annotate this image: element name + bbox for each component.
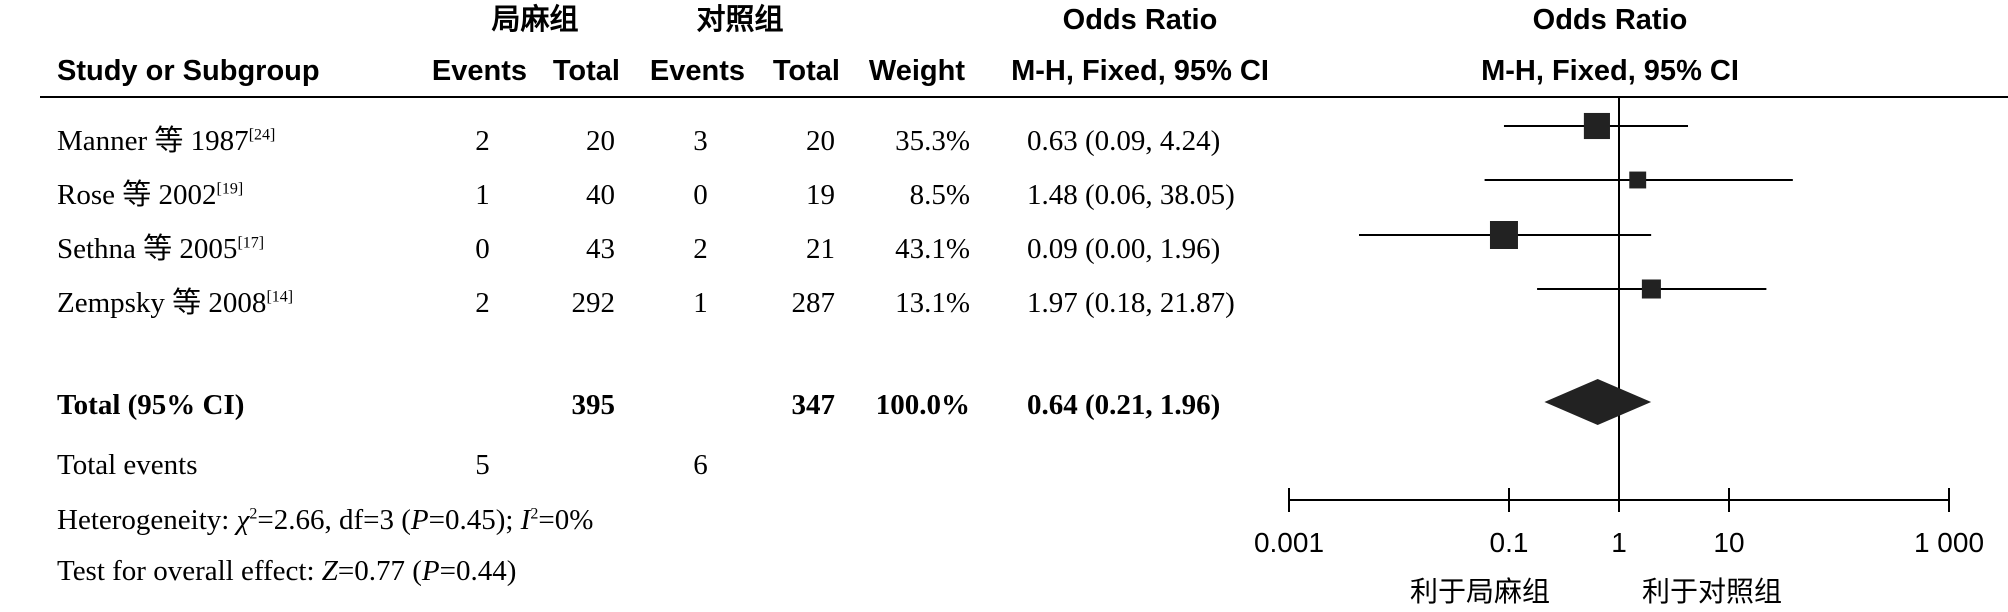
- tick-label: 1: [1611, 527, 1627, 558]
- study-name-text: Manner 等 1987: [57, 125, 249, 157]
- study-total-exp: 20: [586, 125, 615, 157]
- events-exp: 5: [475, 449, 490, 481]
- method-plot-header: M-H, Fixed, 95% CI: [1481, 55, 1739, 87]
- study-events-exp: 1: [475, 179, 490, 211]
- het-chi: χ: [236, 504, 250, 536]
- favours-left-label: 利于局麻组: [1409, 576, 1550, 607]
- study-events-ctrl: 3: [693, 125, 708, 157]
- total-ctrl: 347: [791, 389, 836, 421]
- odds-ratio-plot-header: Odds Ratio: [1532, 4, 1688, 36]
- study-ci: 1.48 (0.06, 38.05): [1027, 179, 1235, 211]
- study-total-ctrl: 19: [806, 179, 835, 211]
- tick-label: 1 000: [1914, 527, 1984, 558]
- group-exp-header: 局麻组: [491, 4, 579, 36]
- study-name: Manner 等 1987[24]: [57, 127, 275, 156]
- study-total-ctrl: 21: [806, 233, 835, 265]
- study-square: [1641, 279, 1661, 299]
- total-ctrl-header: Total: [772, 55, 840, 87]
- study-total-exp: 43: [586, 233, 615, 265]
- weight-header: Weight: [868, 55, 965, 87]
- study-events-exp: 2: [475, 287, 490, 319]
- study-ci: 0.09 (0.00, 1.96): [1027, 233, 1221, 265]
- het-prefix: Heterogeneity:: [57, 504, 237, 536]
- study-name: Sethna 等 2005[17]: [57, 235, 264, 264]
- study-events-ctrl: 0: [693, 179, 708, 211]
- study-ref: [17]: [237, 234, 265, 252]
- events-exp-header: Events: [431, 55, 527, 87]
- study-total-ctrl: 20: [806, 125, 835, 157]
- study-events-ctrl: 2: [693, 233, 708, 265]
- het-i-val: =0%: [538, 504, 594, 536]
- overall-z: Z: [321, 555, 338, 587]
- overall-effect-line: Test for overall effect: Z=0.77 (P=0.44): [57, 557, 516, 586]
- study-name-text: Rose 等 2002: [57, 179, 217, 211]
- total-ci: 0.64 (0.21, 1.96): [1027, 389, 1221, 421]
- events-ctrl: 6: [693, 449, 708, 481]
- study-ref: [14]: [266, 288, 294, 306]
- study-events-exp: 2: [475, 125, 490, 157]
- study-ref: [19]: [216, 180, 244, 198]
- study-weight: 13.1%: [895, 287, 970, 319]
- study-events-exp: 0: [475, 233, 490, 265]
- het-p-val: =0.45);: [428, 504, 521, 536]
- study-weight: 43.1%: [895, 233, 970, 265]
- study-ci: 1.97 (0.18, 21.87): [1027, 287, 1235, 319]
- group-ctrl-header: 对照组: [696, 4, 784, 36]
- overall-z-val: =0.77 (: [337, 555, 422, 587]
- pooled-diamond: [1544, 379, 1652, 425]
- heterogeneity-line: Heterogeneity: χ2=2.66, df=3 (P=0.45); I…: [57, 504, 594, 536]
- total-label: Total (95% CI): [57, 389, 245, 421]
- study-weight: 35.3%: [895, 125, 970, 157]
- overall-p: P: [421, 555, 440, 587]
- method-header: M-H, Fixed, 95% CI: [1011, 55, 1269, 87]
- total-weight: 100.0%: [875, 389, 970, 421]
- study-ref: [24]: [248, 126, 276, 144]
- study-total-exp: 292: [571, 287, 616, 319]
- study-name-text: Sethna 等 2005: [57, 233, 238, 265]
- study-name: Rose 等 2002[19]: [57, 181, 243, 210]
- study-column-header: Study or Subgroup: [57, 55, 320, 87]
- study-ci: 0.63 (0.09, 4.24): [1027, 125, 1221, 157]
- tick-label: 0.001: [1254, 527, 1324, 558]
- het-chi-val: =2.66, df=3 (: [257, 504, 411, 536]
- study-total-exp: 40: [586, 179, 615, 211]
- events-ctrl-header: Events: [649, 55, 745, 87]
- study-name-text: Zempsky 等 2008: [57, 287, 267, 319]
- study-name: Zempsky 等 2008[14]: [57, 289, 293, 318]
- het-i: I: [520, 504, 531, 536]
- overall-p-val: =0.44): [439, 555, 517, 587]
- study-square: [1583, 112, 1610, 140]
- study-weight: 8.5%: [909, 179, 970, 211]
- het-p: P: [410, 504, 429, 536]
- tick-label: 10: [1713, 527, 1744, 558]
- study-square: [1489, 221, 1518, 249]
- overall-prefix: Test for overall effect:: [57, 555, 322, 587]
- study-events-ctrl: 1: [693, 287, 708, 319]
- tick-label: 0.1: [1490, 527, 1529, 558]
- total-exp-header: Total: [552, 55, 620, 87]
- events-label: Total events: [57, 449, 198, 481]
- favours-right-label: 利于对照组: [1641, 576, 1782, 607]
- study-square: [1629, 171, 1647, 189]
- study-total-ctrl: 287: [791, 287, 836, 319]
- odds-ratio-header: Odds Ratio: [1062, 4, 1218, 36]
- total-exp: 395: [571, 389, 616, 421]
